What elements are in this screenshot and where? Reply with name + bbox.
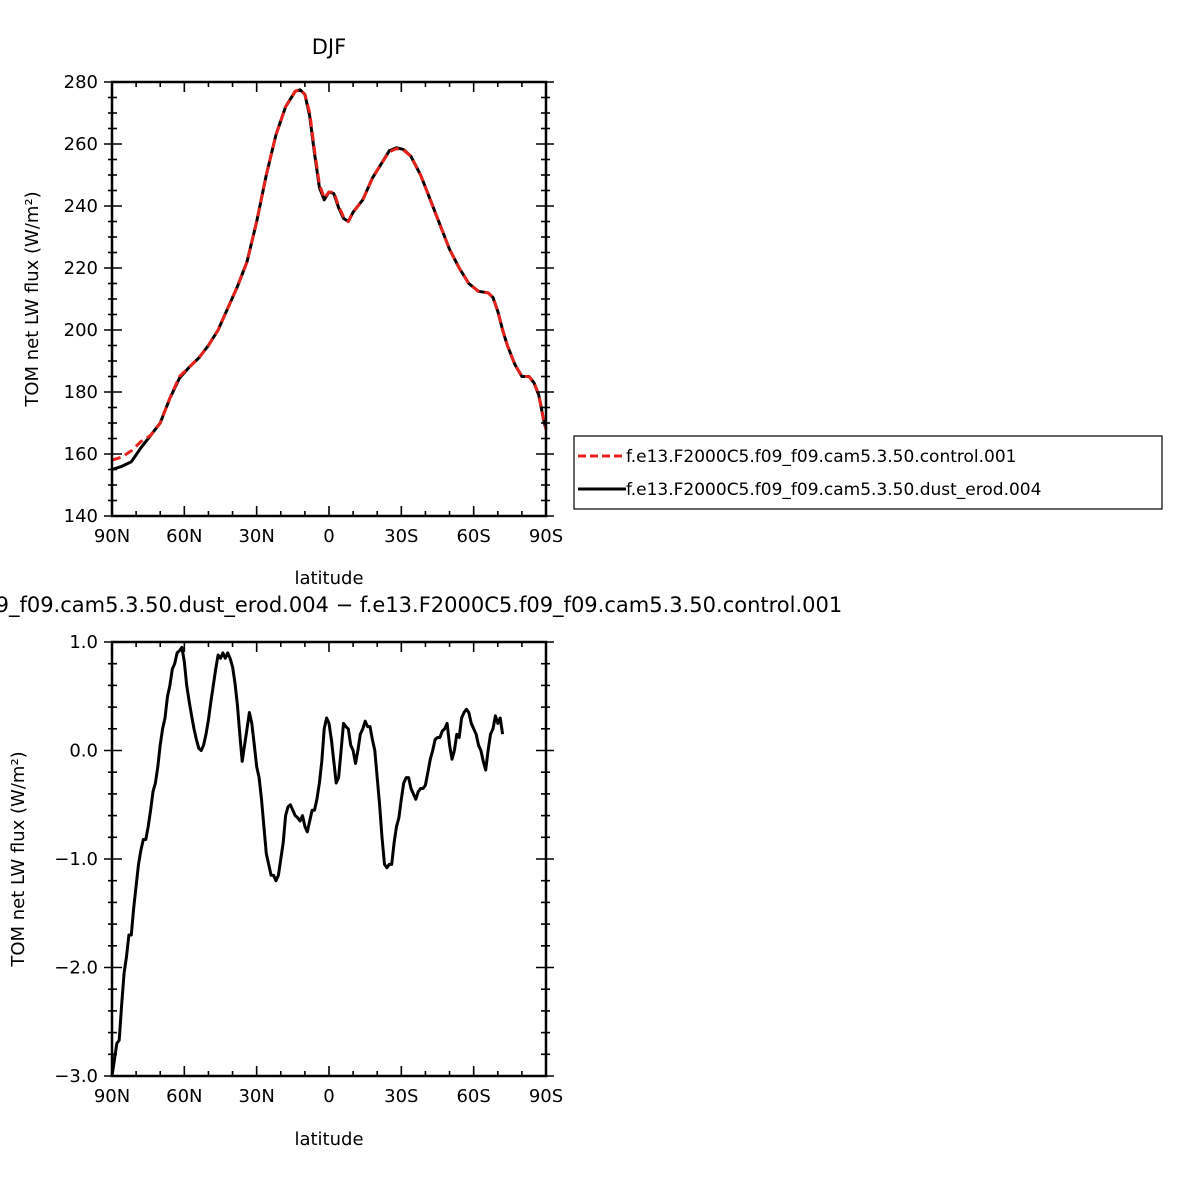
x-tick-label: 60N bbox=[166, 1086, 202, 1107]
top-panel: DJF 90N 60N 30N 0 30S 60S 90S 140 160 180 200 220 24… bbox=[22, 35, 1163, 589]
x-tick-label: 30S bbox=[384, 1086, 418, 1107]
y-tick-label: −3.0 bbox=[54, 1066, 98, 1087]
y-tick-label: 180 bbox=[64, 382, 98, 403]
bottom-series-group bbox=[110, 645, 505, 1077]
x-tick-label: 90N bbox=[94, 526, 130, 547]
series-line-dust-erod bbox=[111, 88, 548, 471]
x-tick-label: 60S bbox=[456, 526, 490, 547]
y-tick-label: 140 bbox=[64, 506, 98, 527]
y-tick-label: −2.0 bbox=[54, 958, 98, 979]
top-plot-frame bbox=[110, 80, 548, 518]
bottom-axis-ticks: 90N 60N 30N 0 30S 60S 90S −3.0 −2.0 −1.0 0.0 1.0 bbox=[54, 632, 563, 1107]
x-tick-label: 30S bbox=[384, 526, 418, 547]
y-tick-label: 1.0 bbox=[69, 632, 98, 653]
y-tick-label: 220 bbox=[64, 258, 98, 279]
y-tick-label: 200 bbox=[64, 320, 98, 341]
top-y-axis-label: TOM net LW flux (W/m²) bbox=[22, 191, 43, 407]
bottom-chart-title: f.e13.F2000C5.f09_f09.cam5.3.50.dust_ero… bbox=[0, 593, 842, 618]
top-series-group bbox=[111, 87, 548, 471]
y-tick-label: −1.0 bbox=[54, 849, 98, 870]
y-tick-label: 280 bbox=[64, 72, 98, 93]
x-tick-label: 0 bbox=[323, 526, 334, 547]
x-tick-label: 30N bbox=[238, 526, 274, 547]
top-legend: f.e13.F2000C5.f09_f09.cam5.3.50.control.… bbox=[573, 435, 1163, 510]
x-tick-label: 90S bbox=[529, 526, 563, 547]
bottom-y-axis-label: TOM net LW flux (W/m²) bbox=[8, 751, 29, 967]
legend-box bbox=[573, 435, 1163, 510]
series-line-difference bbox=[110, 645, 505, 1077]
x-tick-label: 30N bbox=[238, 1086, 274, 1107]
legend-label-dust: f.e13.F2000C5.f09_f09.cam5.3.50.dust_ero… bbox=[626, 480, 1041, 500]
x-tick-label: 0 bbox=[323, 1086, 334, 1107]
top-axis-ticks: 90N 60N 30N 0 30S 60S 90S 140 160 180 200 220 240 260… bbox=[64, 72, 564, 547]
x-tick-label: 60N bbox=[166, 526, 202, 547]
top-chart-title: DJF bbox=[312, 35, 346, 59]
bottom-x-axis-label: latitude bbox=[294, 1129, 363, 1150]
y-tick-label: 160 bbox=[64, 444, 98, 465]
y-tick-label: 260 bbox=[64, 134, 98, 155]
y-tick-label: 240 bbox=[64, 196, 98, 217]
y-tick-label: 0.0 bbox=[69, 741, 98, 762]
x-tick-label: 90S bbox=[529, 1086, 563, 1107]
bottom-plot-frame bbox=[110, 640, 548, 1078]
x-tick-label: 60S bbox=[456, 1086, 490, 1107]
x-tick-label: 90N bbox=[94, 1086, 130, 1107]
bottom-panel: f.e13.F2000C5.f09_f09.cam5.3.50.dust_ero… bbox=[0, 593, 842, 1150]
series-line-control bbox=[111, 87, 548, 462]
legend-label-control: f.e13.F2000C5.f09_f09.cam5.3.50.control.… bbox=[626, 447, 1017, 467]
top-x-axis-label: latitude bbox=[294, 568, 363, 589]
